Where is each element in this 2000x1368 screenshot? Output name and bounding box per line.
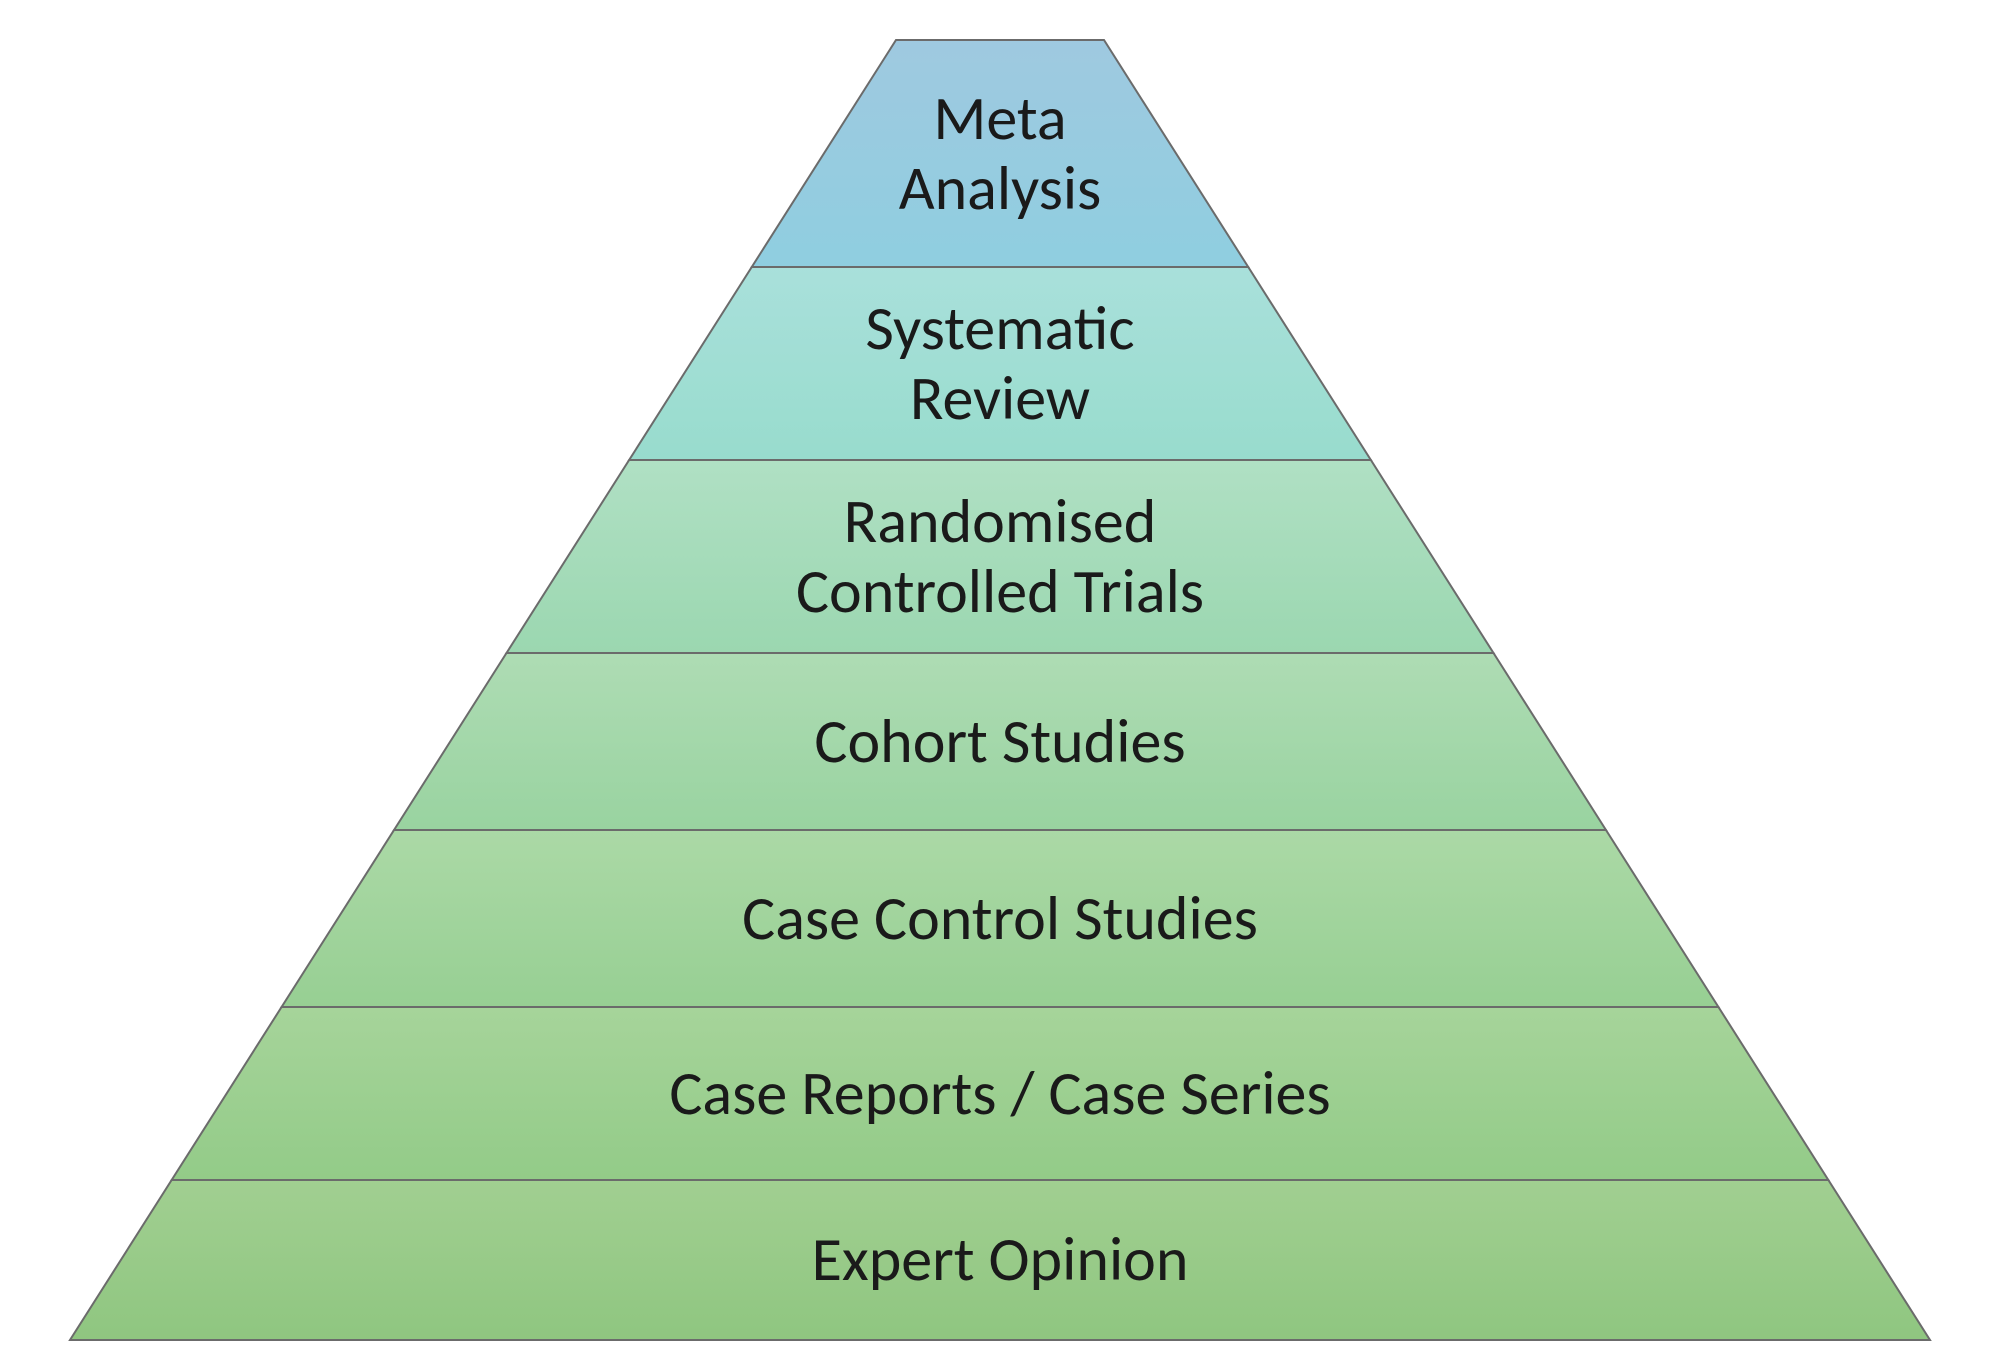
tier-label-case-reports-case-series: Case Reports / Case Series [0, 1007, 2000, 1180]
tier-label-expert-opinion: Expert Opinion [0, 1180, 2000, 1340]
tier-label-systematic-review: Systematic Review [0, 267, 2000, 460]
tier-label-cohort-studies: Cohort Studies [0, 653, 2000, 830]
pyramid-labels: Meta AnalysisSystematic ReviewRandomised… [0, 0, 2000, 1368]
tier-label-randomised-controlled-trials: Randomised Controlled Trials [0, 460, 2000, 653]
tier-label-case-control-studies: Case Control Studies [0, 830, 2000, 1007]
evidence-pyramid: Meta AnalysisSystematic ReviewRandomised… [0, 0, 2000, 1368]
tier-label-meta-analysis: Meta Analysis [0, 40, 2000, 267]
